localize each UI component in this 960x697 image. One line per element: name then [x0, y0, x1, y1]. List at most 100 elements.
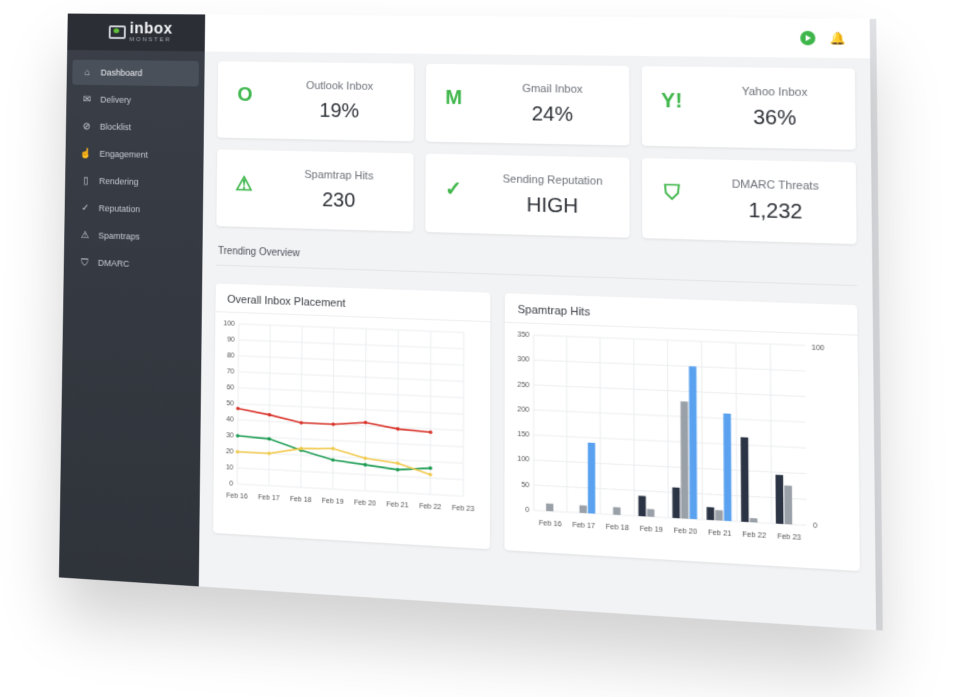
cursor-click-icon: ☝ [81, 148, 92, 160]
data-point [299, 421, 303, 425]
bar [588, 443, 595, 514]
y-tick-label: 80 [227, 352, 235, 359]
sidebar-item-label: Blocklist [100, 122, 131, 132]
x-tick-label: Feb 21 [708, 529, 732, 538]
sidebar-nav: ⌂ Dashboard ✉ Delivery ⊘ Blocklist ☝ Engagem… [64, 50, 205, 279]
card-spamtrap-hits[interactable]: ⚠ Spamtrap Hits 230 [216, 149, 413, 231]
sidebar-item-reputation[interactable]: ✓ Reputation [70, 195, 197, 224]
bell-icon[interactable]: 🔔 [831, 31, 846, 46]
x-tick-label: Feb 18 [606, 524, 629, 533]
bar [614, 507, 621, 515]
logo-text: inbox MONSTER [129, 22, 172, 44]
data-point [363, 456, 367, 460]
sidebar-item-blocklist[interactable]: ⊘ Blocklist [71, 114, 198, 142]
bar [716, 510, 724, 521]
sidebar-item-label: Reputation [99, 203, 141, 214]
sidebar-item-rendering[interactable]: ▯ Rendering [71, 168, 198, 196]
y-tick-label: 10 [226, 464, 234, 472]
check-circle-icon: ✓ [80, 202, 92, 214]
card-outlook-inbox[interactable]: O Outlook Inbox 19% [217, 61, 413, 141]
card-title: Sending Reputation [476, 173, 630, 189]
x-tick-label: Feb 23 [778, 533, 802, 542]
y-tick-label: 50 [522, 481, 530, 489]
sidebar-item-label: Dashboard [101, 68, 143, 78]
warning-icon: ⚠ [79, 229, 91, 241]
x-tick-label: Feb 16 [226, 492, 248, 500]
warning-icon: ⚠ [232, 171, 256, 195]
envelope-open-icon: ✉ [81, 93, 92, 105]
sidebar-item-label: Spamtraps [98, 231, 140, 242]
bar [785, 485, 793, 524]
card-title: Outlook Inbox [266, 80, 413, 94]
y-tick-label: 250 [518, 381, 530, 389]
y-tick-label: 100 [518, 456, 530, 464]
card-yahoo-inbox[interactable]: Y! Yahoo Inbox 36% [642, 66, 856, 150]
x-tick-label: Feb 18 [290, 496, 312, 504]
x-tick-label: Feb 23 [452, 505, 475, 514]
card-title: Spamtrap Hits [266, 168, 414, 183]
sidebar-item-dashboard[interactable]: ⌂ Dashboard [72, 60, 199, 87]
gridline [668, 340, 669, 518]
card-value: 24% [476, 102, 630, 128]
data-point [396, 461, 400, 465]
data-point [267, 452, 271, 456]
card-title: DMARC Threats [695, 178, 856, 194]
sidebar-item-dmarc[interactable]: ⛉ DMARC [69, 249, 196, 279]
logo[interactable]: inbox MONSTER [67, 14, 205, 52]
home-icon: ⌂ [82, 67, 93, 79]
badge-check-icon: ✓ [441, 176, 465, 201]
ban-icon: ⊘ [81, 121, 92, 133]
sidebar-item-label: Delivery [100, 95, 131, 105]
card-value: HIGH [476, 193, 630, 220]
y-tick-label: 60 [227, 384, 235, 391]
outlook-icon: O [233, 83, 257, 107]
x-tick-label: Feb 21 [386, 501, 408, 510]
y2-tick-label: 0 [814, 522, 819, 530]
data-point [429, 473, 433, 477]
gridline [534, 335, 805, 345]
logo-main: inbox [130, 22, 173, 38]
series-line [238, 409, 431, 433]
bar [547, 503, 554, 511]
data-point [429, 466, 433, 470]
x-tick-label: Feb 17 [573, 522, 596, 531]
gridline [238, 372, 463, 382]
sidebar-item-spamtraps[interactable]: ⚠ Spamtraps [70, 222, 197, 251]
data-point [331, 447, 335, 451]
data-point [268, 413, 272, 417]
card-sending-reputation[interactable]: ✓ Sending Reputation HIGH [425, 154, 630, 238]
bar [689, 366, 697, 519]
stat-cards: O Outlook Inbox 19% M Gmail Inbox 24% Y!… [216, 61, 856, 244]
app-window: inbox MONSTER ⌂ Dashboard ✉ Delivery ⊘ Bloc… [59, 14, 876, 631]
mobile-icon: ▯ [80, 175, 91, 187]
yahoo-icon: Y! [659, 89, 684, 114]
section-title: Trending Overview [218, 246, 857, 277]
y-tick-label: 40 [226, 416, 234, 424]
gridline [736, 343, 737, 522]
y-tick-label: 150 [518, 431, 530, 439]
y-tick-label: 350 [518, 331, 530, 339]
data-point [236, 434, 240, 438]
gridline [534, 460, 806, 474]
y-tick-label: 30 [226, 432, 234, 440]
bar [707, 507, 715, 520]
gridline [301, 326, 302, 487]
gridline [534, 385, 806, 397]
bar [580, 505, 587, 513]
chart-inbox-placement: Overall Inbox Placement 0 10 20 30 40 50 60 70 8… [213, 283, 491, 549]
y-tick-label: 300 [518, 356, 530, 364]
play-icon[interactable] [800, 31, 815, 46]
sidebar-item-engagement[interactable]: ☝ Engagement [71, 141, 198, 169]
gridline [238, 436, 464, 447]
card-dmarc-threats[interactable]: ⛉ DMARC Threats 1,232 [642, 158, 856, 244]
sidebar-item-delivery[interactable]: ✉ Delivery [72, 87, 199, 114]
gridline [238, 356, 463, 365]
y-tick-label: 0 [526, 507, 530, 515]
gridline [534, 435, 806, 448]
card-gmail-inbox[interactable]: M Gmail Inbox 24% [425, 64, 629, 146]
data-point [236, 450, 240, 454]
y2-tick-label: 100 [812, 344, 825, 352]
card-value: 19% [266, 99, 413, 124]
y-tick-label: 50 [226, 400, 234, 408]
